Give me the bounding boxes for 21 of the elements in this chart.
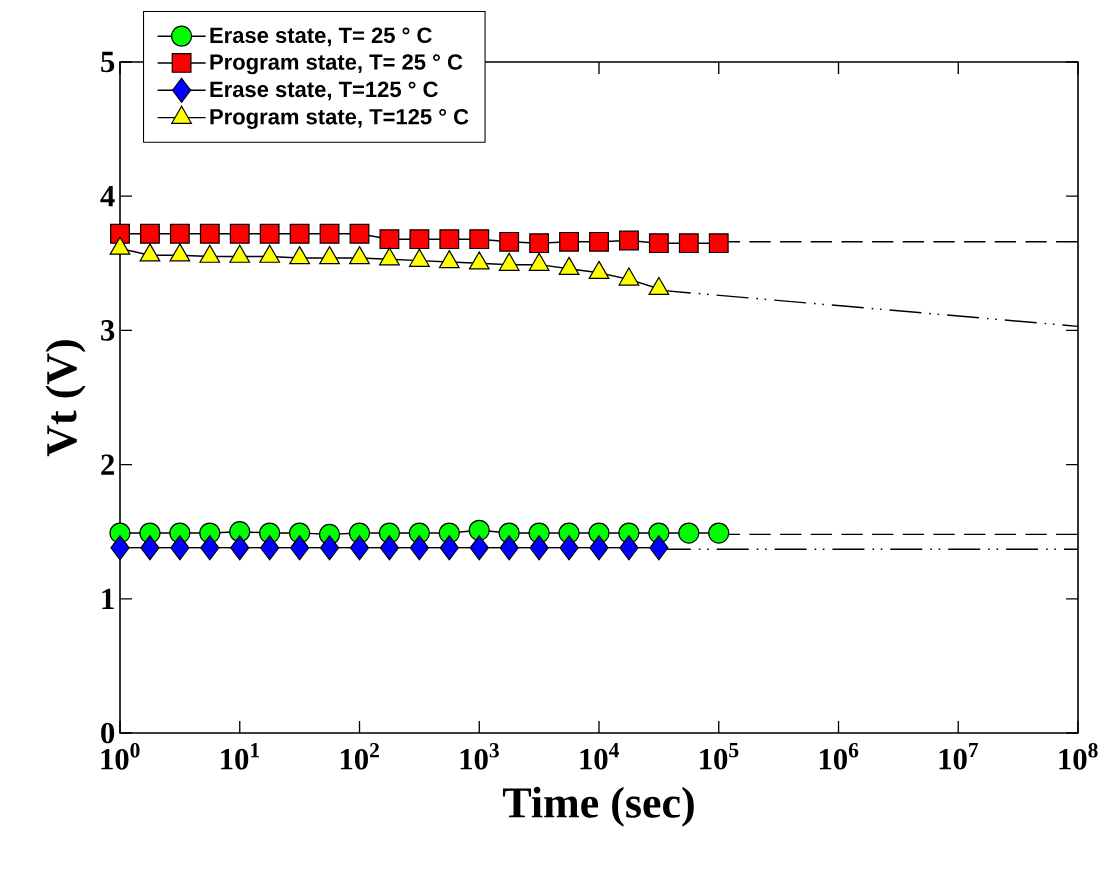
y-tick-label: 0 — [101, 722, 115, 744]
x-tick-label: 10$^{4}$ — [580, 743, 619, 770]
y-tick-label: 5 — [101, 51, 115, 73]
legend-label: Program state, T= 25 ° C — [210, 54, 463, 75]
y-tick-label: 3 — [101, 320, 115, 341]
x-tick-label: 10$^{7}$ — [939, 743, 979, 770]
x-tick-label: 10$^{8}$ — [1059, 743, 1098, 770]
y-tick-label: 2 — [101, 454, 114, 475]
legend-label: Erase state, T=125 ° C — [210, 81, 438, 101]
x-tick-label: 10$^{3}$ — [460, 743, 499, 770]
legend-label: Erase state, T= 25 ° C — [210, 27, 432, 47]
x-axis-title: Time (sec) — [502, 786, 694, 827]
x-tick-label: 10$^{5}$ — [700, 743, 739, 770]
x-tick-label: 10$^{2}$ — [340, 743, 379, 770]
y-tick-label: 1 — [102, 588, 114, 609]
x-tick-label: 10$^{0}$ — [101, 743, 140, 770]
x-tick-label: 10$^{6}$ — [819, 743, 859, 770]
y-axis-title: Vt (V) — [45, 340, 86, 457]
legend-label: Program state, T=125 ° C — [210, 108, 469, 129]
x-tick-label: 10$^{1}$ — [221, 743, 259, 770]
y-tick-label: 4 — [100, 186, 115, 207]
